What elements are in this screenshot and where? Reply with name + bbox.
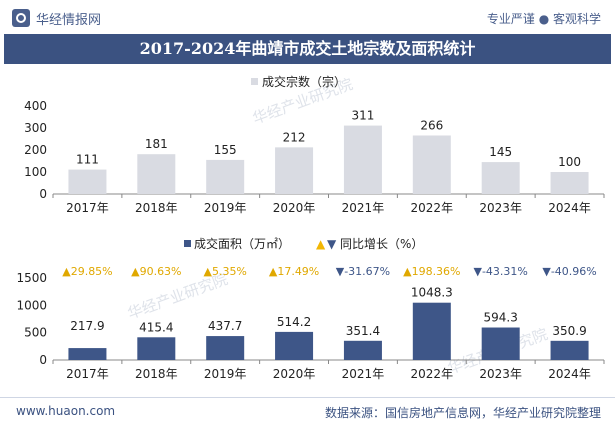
y-tick-label: 200 xyxy=(24,143,47,157)
legend-down-marker: ▼ xyxy=(327,237,337,251)
brand-name: 华经情报网 xyxy=(36,13,102,28)
chart-title: 2017-2024年曲靖市成交土地宗数及面积统计 xyxy=(139,39,476,58)
data-label: 217.9 xyxy=(70,319,104,333)
data-label: 594.3 xyxy=(484,311,518,325)
chart-title-bar: 2017-2024年曲靖市成交土地宗数及面积统计 xyxy=(4,34,611,64)
yoy-label: ▲198.36% xyxy=(403,265,460,278)
bar xyxy=(550,172,589,194)
footer-site[interactable]: www.huaon.com xyxy=(16,404,116,418)
y-tick-label: 0 xyxy=(39,187,47,201)
x-tick-label: 2024年 xyxy=(548,367,591,381)
data-label: 266 xyxy=(420,118,443,132)
x-tick-label: 2021年 xyxy=(342,201,385,215)
yoy-label: ▼-40.96% xyxy=(542,265,596,278)
legend-label: 同比增长（%） xyxy=(340,237,423,251)
footer: www.huaon.com 数据来源：国信房地产信息网，华经产业研究院整理 xyxy=(0,397,615,428)
y-tick-label: 1000 xyxy=(16,298,47,312)
bar xyxy=(412,135,451,194)
x-tick-label: 2020年 xyxy=(273,201,316,215)
x-tick-label: 2022年 xyxy=(411,201,454,215)
data-label: 514.2 xyxy=(277,315,311,329)
data-label: 311 xyxy=(351,109,374,123)
bar xyxy=(275,331,314,360)
data-label: 415.4 xyxy=(139,320,173,334)
yoy-label: ▲90.63% xyxy=(131,265,181,278)
yoy-label: ▲5.35% xyxy=(203,265,246,278)
data-label: 1048.3 xyxy=(411,286,453,300)
footer-source: 数据来源：国信房地产信息网，华经产业研究院整理 xyxy=(324,406,601,420)
bar xyxy=(137,154,176,194)
header-bar: 华经情报网 专业严谨 ● 客观科学 xyxy=(0,0,615,34)
yoy-label: ▼-31.67% xyxy=(336,265,390,278)
bar xyxy=(206,159,245,194)
chart-area: 华经产业研究院华经产业研究院华经产业研究院成交宗数（宗）010020030040… xyxy=(16,74,605,381)
bar xyxy=(481,162,520,194)
x-tick-label: 2017年 xyxy=(66,367,109,381)
legend-up-marker: ▲ xyxy=(316,237,326,251)
bar xyxy=(343,340,382,360)
x-tick-label: 2017年 xyxy=(66,201,109,215)
bar xyxy=(68,348,107,360)
legend-swatch xyxy=(184,240,191,247)
data-label: 100 xyxy=(558,155,581,169)
x-tick-label: 2019年 xyxy=(204,367,247,381)
data-label: 145 xyxy=(489,145,512,159)
yoy-label: ▲17.49% xyxy=(269,265,319,278)
data-label: 437.7 xyxy=(208,319,242,333)
legend-swatch xyxy=(251,78,258,85)
y-tick-label: 0 xyxy=(39,353,47,367)
bar xyxy=(343,125,382,194)
bar xyxy=(550,340,589,360)
bar xyxy=(206,336,245,360)
x-tick-label: 2018年 xyxy=(135,367,178,381)
bar xyxy=(275,147,314,194)
slogan: 专业严谨 ● 客观科学 xyxy=(486,12,601,26)
x-tick-label: 2018年 xyxy=(135,201,178,215)
bar xyxy=(481,327,520,360)
y-tick-label: 300 xyxy=(24,121,47,135)
data-label: 111 xyxy=(76,153,99,167)
yoy-label: ▲29.85% xyxy=(62,265,112,278)
data-label: 212 xyxy=(283,130,306,144)
y-tick-label: 1500 xyxy=(16,271,47,285)
data-label: 351.4 xyxy=(346,324,380,338)
y-tick-label: 400 xyxy=(24,99,47,113)
bar xyxy=(137,337,176,360)
data-label: 155 xyxy=(214,143,237,157)
y-tick-label: 100 xyxy=(24,165,47,179)
legend-label: 成交面积（万㎡） xyxy=(194,236,290,251)
logo-icon xyxy=(12,9,30,27)
y-tick-label: 500 xyxy=(24,326,47,340)
data-label: 350.9 xyxy=(552,324,586,338)
yoy-label: ▼-43.31% xyxy=(474,265,528,278)
x-tick-label: 2023年 xyxy=(479,367,522,381)
x-tick-label: 2023年 xyxy=(479,201,522,215)
bar xyxy=(68,169,107,194)
x-tick-label: 2022年 xyxy=(411,367,454,381)
bar xyxy=(412,302,451,360)
x-tick-label: 2021年 xyxy=(342,367,385,381)
x-tick-label: 2019年 xyxy=(204,201,247,215)
x-tick-label: 2020年 xyxy=(273,367,316,381)
data-label: 181 xyxy=(145,137,168,151)
x-tick-label: 2024年 xyxy=(548,201,591,215)
legend-label: 成交宗数（宗） xyxy=(262,74,346,89)
